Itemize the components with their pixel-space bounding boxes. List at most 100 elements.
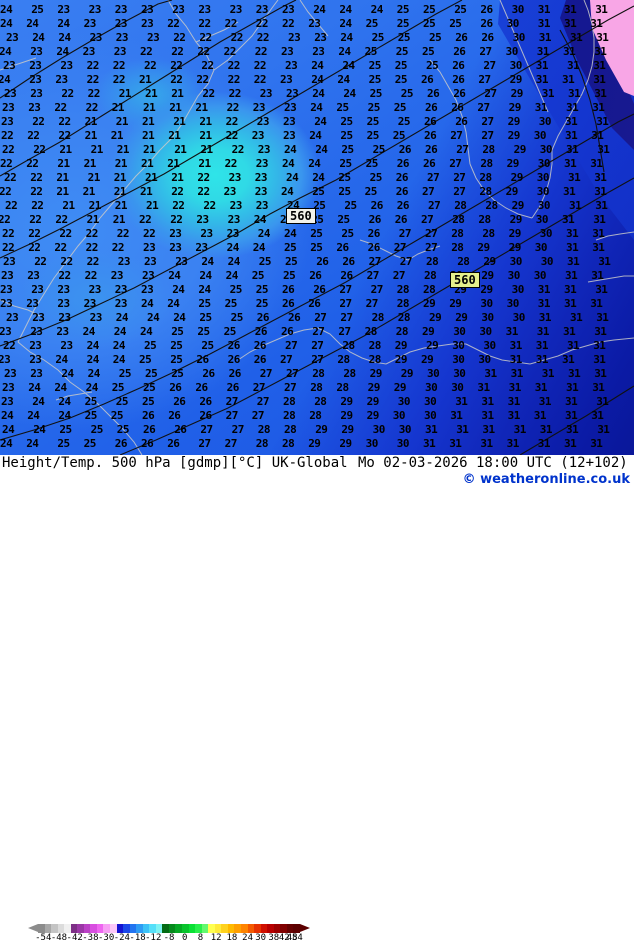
temperature-value: 21 <box>168 129 181 142</box>
temperature-value: 31 <box>564 437 577 450</box>
temperature-value: 23 <box>32 311 45 324</box>
temperature-value: 29 <box>315 423 328 436</box>
temperature-value: 22 <box>85 101 99 114</box>
temperature-value: 30 <box>536 171 550 184</box>
temperature-value: 31 <box>566 143 579 156</box>
temperature-value: 26 <box>308 297 321 310</box>
temperature-value: 22 <box>112 59 126 72</box>
temperature-value: 30 <box>505 45 519 58</box>
temperature-value: 23 <box>89 31 103 44</box>
temperature-value: 31 <box>535 59 549 72</box>
temperature-value: 29 <box>454 283 467 296</box>
temperature-value: 25 <box>285 255 298 268</box>
temperature-value: 31 <box>563 325 576 338</box>
temperature-value: 23 <box>141 17 154 30</box>
temperature-value: 22 <box>173 31 186 44</box>
temperature-value: 31 <box>535 353 549 366</box>
temperature-value: 23 <box>147 31 160 44</box>
temperature-value: 27 <box>421 213 434 226</box>
temperature-value: 31 <box>598 255 611 268</box>
temperature-value: 26 <box>396 157 410 170</box>
temperature-value: 21 <box>167 157 180 170</box>
temperature-value: 21 <box>195 101 208 114</box>
copyright-notice: © weatheronline.co.uk <box>462 472 630 487</box>
temperature-value: 21 <box>86 213 100 226</box>
temperature-value: 30 <box>372 423 386 436</box>
temperature-value: 24 <box>58 409 71 422</box>
temperature-value: 26 <box>254 325 268 338</box>
temperature-colorbar[interactable]: -54 -48 -42 -38 -30 -24 -18 -12 -8 0 8 12 18 24 30 38 42… <box>28 924 318 945</box>
temperature-value: 25 <box>90 423 104 436</box>
temperature-value: 25 <box>341 143 354 156</box>
temperature-value: 25 <box>84 395 98 408</box>
temperature-value: 25 <box>366 129 380 142</box>
temperature-value: 28 <box>423 283 436 296</box>
temperature-value: 31 <box>567 255 580 268</box>
temperature-value: 29 <box>400 367 414 380</box>
temperature-value: 31 <box>482 423 495 436</box>
temperature-value: 29 <box>340 395 353 408</box>
weather-map-canvas[interactable]: 24 25 23 23 23 23 23 23 23 23 23 24 24 24 25 25 25 26 30 31… <box>0 0 634 455</box>
temperature-value: 27 <box>284 381 297 394</box>
temperature-value: 24 <box>339 17 352 30</box>
temperature-value: 31 <box>570 31 583 44</box>
temperature-value: 25 <box>449 17 462 30</box>
temperature-value: 31 <box>596 395 609 408</box>
temperature-value: 26 <box>455 31 468 44</box>
temperature-value: 26 <box>452 73 465 86</box>
temperature-value: 25 <box>422 45 435 58</box>
temperature-value: 22 <box>55 213 68 226</box>
temperature-value: 25 <box>116 423 130 436</box>
temperature-value-grid: 24 25 23 23 23 23 23 23 23 23 23 24 24 24 25 25 25 26 30 31… <box>0 0 634 455</box>
temperature-value: 21 <box>82 185 96 198</box>
temperature-value: 30 <box>533 129 547 142</box>
temperature-value: 29 <box>480 283 493 296</box>
temperature-value: 31 <box>565 129 578 142</box>
temperature-value: 30 <box>534 241 548 254</box>
colorbar-low-arrow <box>28 924 38 932</box>
temperature-value: 21 <box>113 171 127 184</box>
temperature-value: 23 <box>0 325 12 338</box>
temperature-value: 27 <box>477 101 490 114</box>
temperature-value: 29 <box>308 437 321 450</box>
temperature-value: 25 <box>365 17 379 30</box>
temperature-value: 30 <box>509 59 523 72</box>
colorbar-tick: -54 <box>35 933 52 943</box>
temperature-value: 21 <box>143 143 156 156</box>
temperature-value: 23 <box>255 3 269 16</box>
temperature-value: 24 <box>311 59 324 72</box>
temperature-value: 21 <box>140 185 153 198</box>
temperature-value: 23 <box>55 73 68 86</box>
temperature-value: 22 <box>2 241 15 254</box>
temperature-value: 27 <box>450 129 463 142</box>
temperature-value: 24 <box>0 437 13 450</box>
temperature-value: 25 <box>57 437 70 450</box>
temperature-value: 23 <box>229 199 243 212</box>
temperature-value: 26 <box>342 255 355 268</box>
temperature-value: 26 <box>167 437 180 450</box>
temperature-value: 22 <box>227 59 241 72</box>
temperature-value: 26 <box>451 101 464 114</box>
temperature-value: 27 <box>484 87 497 100</box>
temperature-value: 31 <box>534 381 548 394</box>
temperature-value: 26 <box>253 339 267 352</box>
temperature-value: 23 <box>26 297 39 310</box>
temperature-value: 25 <box>59 423 72 436</box>
temperature-value: 27 <box>256 395 270 408</box>
temperature-value: 23 <box>283 129 296 142</box>
temperature-value: 31 <box>565 269 578 282</box>
temperature-value: 22 <box>61 87 74 100</box>
temperature-value: 25 <box>341 227 354 240</box>
temperature-value: 26 <box>174 423 187 436</box>
temperature-value: 28 <box>257 423 271 436</box>
temperature-value: 22 <box>34 255 47 268</box>
temperature-value: 24 <box>257 227 271 240</box>
temperature-value: 24 <box>112 339 126 352</box>
temperature-value: 31 <box>535 73 549 86</box>
temperature-value: 31 <box>593 353 606 366</box>
temperature-value: 31 <box>537 297 551 310</box>
temperature-value: 31 <box>509 339 523 352</box>
temperature-value: 22 <box>201 59 214 72</box>
temperature-value: 23 <box>83 17 97 30</box>
temperature-value: 28 <box>312 367 325 380</box>
